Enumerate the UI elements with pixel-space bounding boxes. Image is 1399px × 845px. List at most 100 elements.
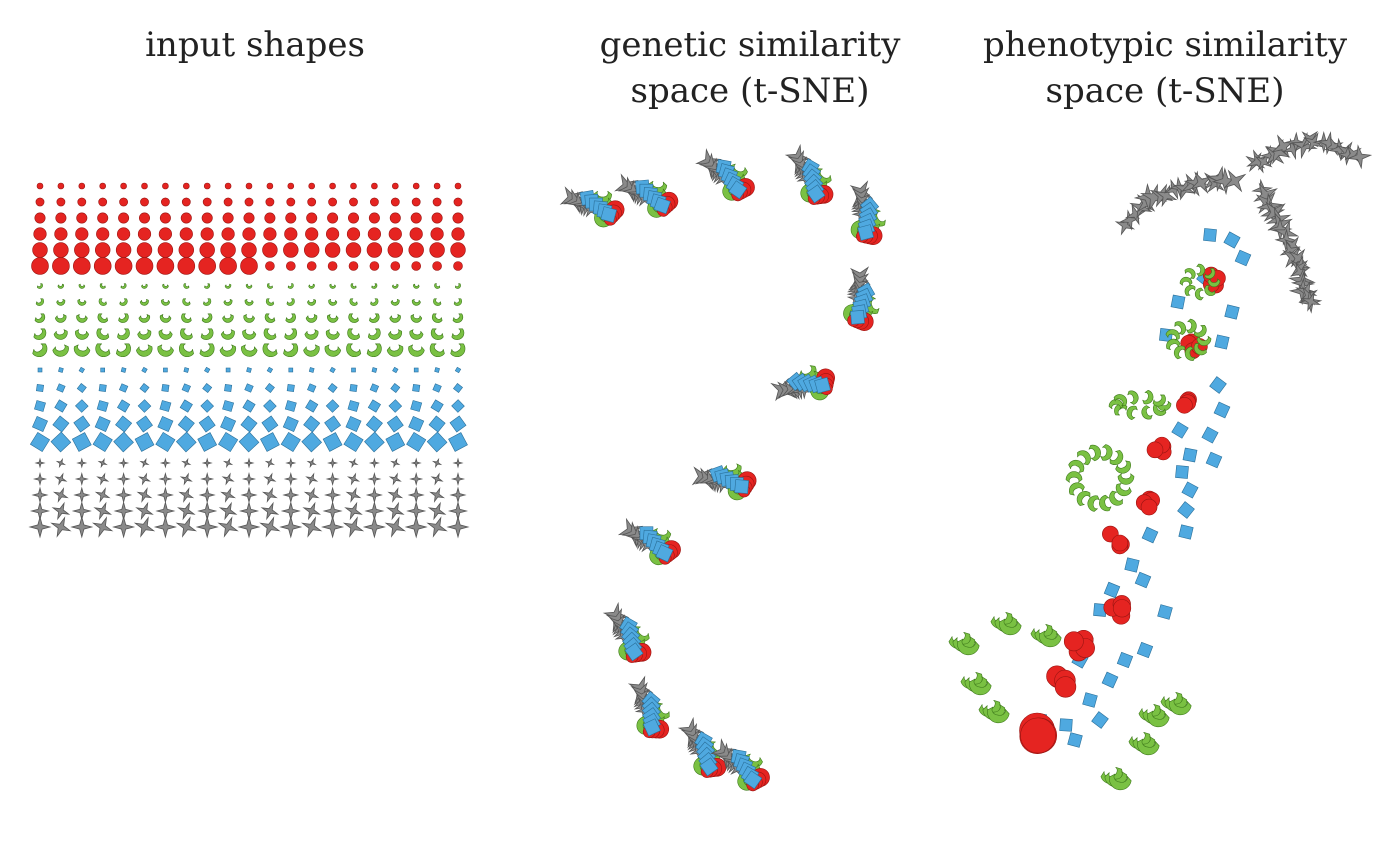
red-circle-icon	[141, 182, 148, 190]
blue-square-icon	[177, 415, 195, 433]
blue-square-icon	[385, 432, 406, 452]
gray-star-icon	[50, 516, 72, 538]
blue-square-icon	[113, 431, 134, 453]
green-crescent-icon	[223, 298, 233, 306]
green-crescent-icon	[157, 344, 174, 357]
red-circle-icon	[119, 197, 128, 207]
blue-square-icon	[183, 367, 190, 373]
gray-star-icon	[305, 472, 319, 486]
blue-square-icon	[301, 431, 323, 453]
blue-square-icon	[600, 206, 618, 223]
gray-star-icon	[325, 471, 340, 487]
gray-star-icon	[217, 516, 239, 538]
red-circle-icon	[411, 197, 421, 207]
green-crescent-icon	[367, 328, 381, 340]
red-circle-icon	[1146, 441, 1164, 459]
shape-cluster	[784, 143, 834, 205]
blue-square-icon	[117, 399, 131, 413]
green-crescent-icon	[1109, 449, 1124, 465]
blue-square-icon	[264, 383, 275, 393]
blue-square-icon	[1091, 711, 1109, 729]
green-crescent-icon	[1076, 491, 1091, 506]
blue-square-icon	[1134, 571, 1152, 589]
blue-square-icon	[1209, 376, 1227, 394]
red-circle-icon	[408, 242, 424, 258]
blue-square-icon	[225, 367, 231, 373]
gray-star-icon	[175, 516, 197, 538]
red-circle-icon	[452, 212, 464, 224]
blue-square-icon	[202, 383, 213, 393]
red-circle-icon	[156, 257, 175, 275]
green-crescent-icon	[159, 314, 172, 323]
green-crescent-icon	[201, 313, 213, 323]
blue-square-icon	[50, 431, 72, 453]
blue-square-icon	[406, 431, 427, 453]
blue-square-icon	[161, 383, 170, 393]
green-crescent-icon	[1193, 324, 1207, 338]
gray-star-icon	[427, 501, 447, 521]
red-circle-icon	[450, 242, 466, 258]
red-circle-icon	[286, 197, 296, 207]
blue-square-icon	[325, 399, 340, 413]
red-circle-icon	[345, 242, 362, 258]
blue-square-icon	[238, 431, 260, 453]
green-crescent-icon	[161, 298, 171, 306]
blue-square-icon	[432, 383, 442, 393]
gray-star-icon	[155, 500, 176, 522]
gray-star-icon	[282, 486, 300, 504]
blue-square-icon	[308, 367, 315, 373]
gray-star-icon	[365, 486, 383, 504]
blue-square-icon	[1214, 334, 1230, 350]
green-crescent-icon	[139, 298, 149, 306]
red-circle-icon	[284, 227, 298, 241]
green-crescent-icon	[138, 314, 151, 323]
red-circle-icon	[388, 227, 402, 241]
blue-square-icon	[303, 415, 321, 433]
green-crescent-icon	[454, 283, 461, 289]
gray-star-icon	[93, 501, 113, 521]
blue-square-icon	[1201, 426, 1219, 444]
blue-square-icon	[179, 399, 193, 413]
red-circle-icon	[201, 212, 213, 224]
red-circle-icon	[116, 227, 131, 241]
blue-square-icon	[345, 416, 362, 432]
gray-star-icon	[238, 500, 260, 522]
red-circle-icon	[224, 182, 232, 190]
gray-star-icon	[54, 472, 68, 486]
green-crescent-icon	[1115, 460, 1131, 474]
red-circle-icon	[54, 227, 68, 241]
green-crescent-icon	[349, 298, 358, 306]
red-circle-icon	[179, 227, 193, 241]
green-crescent-icon	[1109, 773, 1132, 791]
gray-star-icon	[1254, 152, 1273, 171]
blue-square-icon	[1067, 732, 1083, 748]
green-crescent-icon	[409, 329, 424, 340]
blue-square-icon	[260, 432, 280, 452]
green-crescent-icon	[202, 298, 212, 306]
green-crescent-icon	[371, 283, 378, 289]
green-crescent-icon	[136, 344, 153, 357]
blue-square-icon	[197, 432, 218, 452]
red-circle-icon	[73, 257, 91, 275]
red-circle-icon	[453, 197, 463, 207]
panel-title-genetic-space: genetic similarity space (t-SNE)	[599, 25, 901, 111]
blue-square-icon	[390, 383, 401, 393]
red-circle-icon	[137, 227, 152, 241]
gray-star-icon	[1206, 165, 1234, 193]
gray-star-icon	[302, 501, 322, 521]
blue-square-icon	[263, 399, 277, 413]
gray-star-icon	[283, 471, 298, 487]
red-circle-icon	[1054, 676, 1077, 698]
green-crescent-icon	[222, 314, 234, 323]
green-crescent-icon	[77, 298, 87, 306]
green-crescent-icon	[98, 298, 107, 306]
green-crescent-icon	[434, 283, 441, 289]
red-circle-icon	[115, 242, 132, 258]
green-crescent-icon	[204, 283, 211, 289]
green-crescent-icon	[1068, 459, 1085, 473]
green-crescent-icon	[1152, 394, 1166, 407]
red-circle-icon	[32, 242, 48, 258]
red-circle-icon	[162, 182, 169, 190]
gray-star-icon	[220, 487, 237, 503]
blue-square-icon	[388, 399, 403, 413]
